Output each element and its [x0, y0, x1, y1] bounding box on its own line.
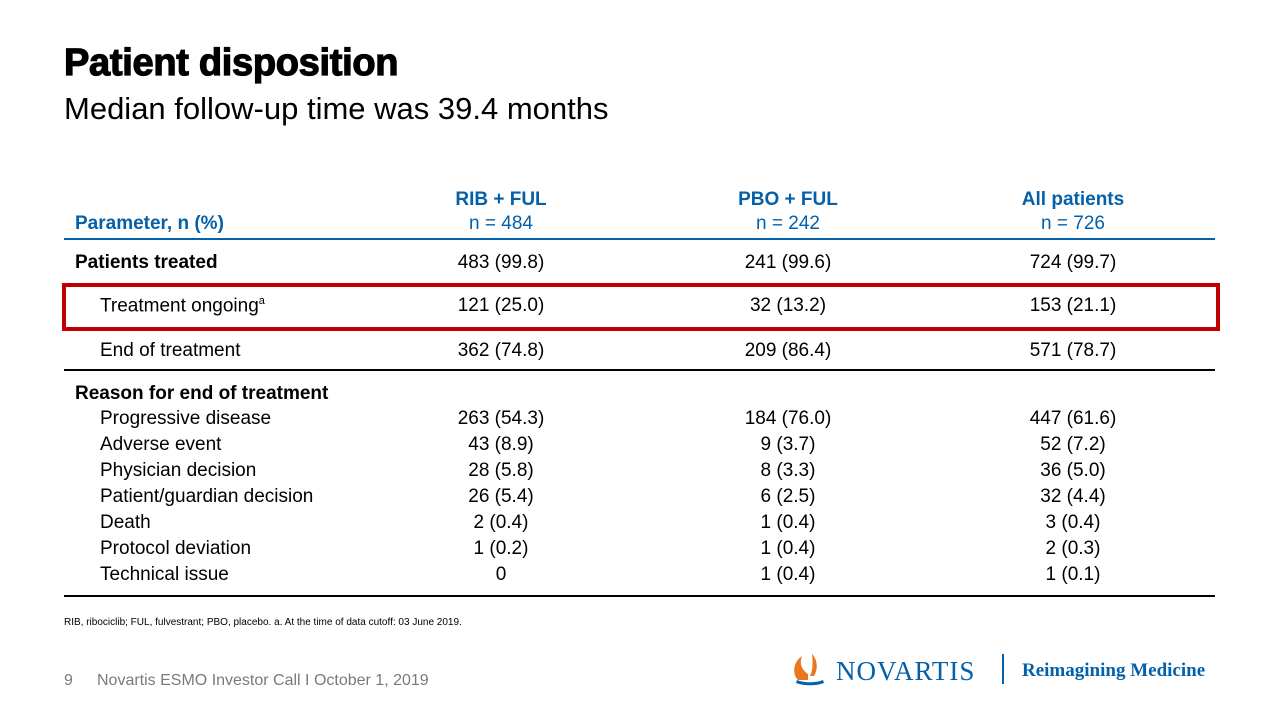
novartis-logo: NOVARTIS Reimagining Medicine: [790, 650, 1220, 690]
footnote-marker: a: [258, 295, 265, 307]
column-header-pbo-ful: PBO + FUL: [738, 189, 838, 210]
reason-value-pbo: 9 (3.7): [760, 434, 816, 455]
column-header-parameter: Parameter, n (%): [75, 213, 224, 234]
reason-value-pbo: 1 (0.4): [760, 564, 816, 585]
row-label-treatment-ongoing: Treatment ongoinga: [100, 295, 265, 317]
page-title: Patient disposition: [63, 41, 399, 84]
reason-value-all: 36 (5.0): [1040, 460, 1106, 481]
reason-value-rib: 263 (54.3): [457, 408, 545, 429]
page-subtitle: Median follow-up time was 39.4 months: [64, 91, 609, 126]
reason-value-rib: 1 (0.2): [473, 538, 529, 559]
logo-separator: [1002, 654, 1004, 684]
reason-value-pbo: 1 (0.4): [760, 512, 816, 533]
row-label-end-of-treatment: End of treatment: [100, 340, 241, 361]
highlight-box-treatment-ongoing: [62, 283, 1220, 331]
reason-value-pbo: 184 (76.0): [744, 408, 832, 429]
cell-patients-treated-pbo: 241 (99.6): [744, 252, 832, 273]
column-header-rib-ful: RIB + FUL: [455, 189, 547, 210]
reason-value-rib: 26 (5.4): [468, 486, 534, 507]
reason-value-pbo: 8 (3.3): [760, 460, 816, 481]
row-label-text: Treatment ongoing: [100, 295, 259, 317]
reason-value-all: 1 (0.1): [1045, 564, 1101, 585]
reason-value-all: 447 (61.6): [1029, 408, 1117, 429]
reason-value-rib: 0: [495, 564, 507, 585]
reason-label: Adverse event: [100, 434, 222, 455]
cell-end-of-treatment-all: 571 (78.7): [1029, 340, 1117, 361]
column-header-all-patients: All patients: [1021, 189, 1125, 210]
reason-label: Death: [100, 512, 151, 533]
header-divider: [64, 238, 1215, 240]
brand-wordmark: NOVARTIS: [836, 656, 976, 686]
reason-label: Progressive disease: [100, 408, 272, 429]
section-divider: [64, 369, 1215, 371]
reason-value-all: 3 (0.4): [1045, 512, 1101, 533]
column-n-all-patients: n = 726: [1041, 213, 1105, 234]
page-number: 9: [64, 672, 73, 689]
column-n-rib-ful: n = 484: [469, 213, 533, 234]
reason-value-rib: 43 (8.9): [468, 434, 534, 455]
reason-label: Patient/guardian decision: [100, 486, 314, 507]
table-bottom-rule: [64, 595, 1215, 597]
cell-patients-treated-rib: 483 (99.8): [457, 252, 545, 273]
reason-label: Physician decision: [100, 460, 257, 481]
reason-value-all: 52 (7.2): [1040, 434, 1106, 455]
reason-section-header: Reason for end of treatment: [75, 383, 329, 404]
reason-value-pbo: 1 (0.4): [760, 538, 816, 559]
reason-value-rib: 28 (5.8): [468, 460, 534, 481]
reason-label: Technical issue: [100, 564, 229, 585]
reason-value-all: 2 (0.3): [1045, 538, 1101, 559]
cell-patients-treated-all: 724 (99.7): [1029, 252, 1117, 273]
brand-tagline: Reimagining Medicine: [1022, 660, 1206, 681]
reason-value-all: 32 (4.4): [1040, 486, 1106, 507]
column-n-pbo-ful: n = 242: [756, 213, 820, 234]
cell-treatment-ongoing-pbo: 32 (13.2): [749, 295, 827, 316]
footer-event: Novartis ESMO Investor Call I October 1,…: [97, 672, 429, 689]
flame-icon: [794, 654, 824, 686]
reason-value-rib: 2 (0.4): [473, 512, 529, 533]
reason-label: Protocol deviation: [100, 538, 252, 559]
footnote: RIB, ribociclib; FUL, fulvestrant; PBO, …: [64, 617, 462, 628]
cell-treatment-ongoing-all: 153 (21.1): [1029, 295, 1117, 316]
reason-value-pbo: 6 (2.5): [760, 486, 816, 507]
cell-end-of-treatment-pbo: 209 (86.4): [744, 340, 832, 361]
row-label-patients-treated: Patients treated: [75, 252, 218, 273]
cell-end-of-treatment-rib: 362 (74.8): [457, 340, 545, 361]
cell-treatment-ongoing-rib: 121 (25.0): [457, 295, 545, 316]
